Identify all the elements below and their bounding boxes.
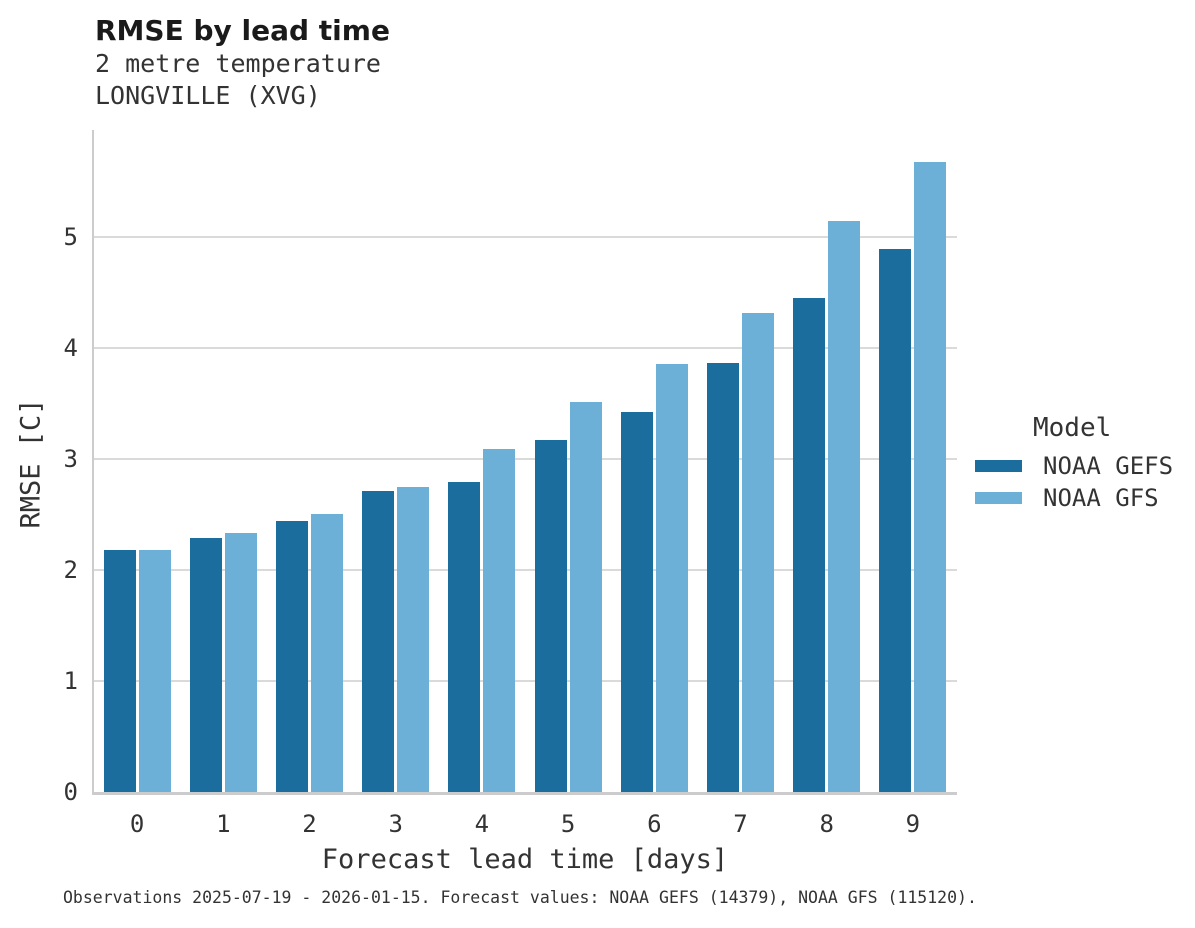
bar-noaa-gefs-day-5 <box>534 439 567 792</box>
bar-group-day-1 <box>180 130 266 792</box>
x-axis-title: Forecast lead time [days] <box>321 844 729 875</box>
legend-label-gfs: NOAA GFS <box>1043 484 1159 512</box>
y-axis-spine <box>92 130 94 795</box>
y-tick-label-3: 3 <box>63 444 78 473</box>
bar-noaa-gfs-day-1 <box>224 533 257 792</box>
gridline-y5 <box>94 235 957 238</box>
x-tick-label-7: 7 <box>733 810 748 838</box>
y-tick-label-5: 5 <box>63 222 78 251</box>
x-tick-label-8: 8 <box>819 810 834 838</box>
bar-group-day-4 <box>439 130 525 792</box>
bar-noaa-gfs-day-0 <box>138 549 171 792</box>
bar-noaa-gefs-day-9 <box>879 248 912 792</box>
y-tick-label-1: 1 <box>63 666 78 695</box>
legend: Model NOAA GEFS NOAA GFS <box>975 412 1190 514</box>
chart-title: RMSE by lead time <box>95 14 390 47</box>
bar-noaa-gfs-day-3 <box>397 486 430 792</box>
bar-noaa-gefs-day-7 <box>706 363 739 792</box>
bar-group-day-2 <box>266 130 352 792</box>
bar-noaa-gefs-day-0 <box>103 549 136 792</box>
title-block: RMSE by lead time 2 metre temperature LO… <box>95 14 390 112</box>
y-axis-ticks: 0 1 2 3 4 5 <box>0 130 80 806</box>
bar-noaa-gefs-day-8 <box>793 297 826 792</box>
bar-noaa-gfs-day-4 <box>483 448 516 792</box>
chart-subtitle: 2 metre temperature <box>95 49 381 78</box>
gridline-y3 <box>94 457 957 460</box>
y-tick-label-2: 2 <box>63 555 78 584</box>
gfs-swatch-icon <box>975 492 1022 504</box>
chart-subtitle-station: LONGVILLE (XVG) <box>95 81 321 110</box>
bar-group-day-7 <box>697 130 783 792</box>
x-tick-label-9: 9 <box>905 810 921 838</box>
bar-noaa-gfs-day-9 <box>914 162 947 792</box>
bar-group-day-5 <box>525 130 611 792</box>
x-tick-label-3: 3 <box>388 810 403 838</box>
x-axis-ticks: 0 1 2 3 4 5 6 7 8 9 <box>94 810 956 842</box>
bar-noaa-gfs-day-2 <box>310 514 343 792</box>
caption: Observations 2025-07-19 - 2026-01-15. Fo… <box>63 888 977 907</box>
y-tick-label-4: 4 <box>63 333 78 362</box>
bar-group-day-3 <box>353 130 439 792</box>
x-tick-label-0: 0 <box>129 810 145 838</box>
gridline-y2 <box>94 568 957 571</box>
gridline-y1 <box>94 679 957 682</box>
bar-group-day-6 <box>611 130 697 792</box>
bar-noaa-gfs-day-7 <box>741 313 774 792</box>
gridline-y4 <box>94 346 957 349</box>
x-tick-label-6: 6 <box>647 810 662 838</box>
bar-noaa-gefs-day-2 <box>275 520 308 792</box>
plot-area <box>92 130 957 795</box>
legend-item-gefs: NOAA GEFS <box>975 450 1190 482</box>
gefs-swatch-icon <box>975 460 1022 472</box>
bar-noaa-gefs-day-3 <box>362 491 395 792</box>
legend-label-gefs: NOAA GEFS <box>1043 452 1174 480</box>
x-tick-label-5: 5 <box>560 810 576 838</box>
x-tick-label-4: 4 <box>474 810 490 838</box>
bar-noaa-gefs-day-4 <box>448 482 481 792</box>
legend-title: Model <box>1033 413 1112 443</box>
bar-noaa-gfs-day-8 <box>828 221 861 792</box>
bar-group-day-8 <box>784 130 870 792</box>
bar-noaa-gefs-day-1 <box>189 537 222 792</box>
bar-noaa-gfs-day-6 <box>655 364 688 792</box>
bar-noaa-gfs-day-5 <box>569 402 602 792</box>
y-tick-label-0: 0 <box>63 778 78 806</box>
bar-group-day-0 <box>94 130 180 792</box>
x-axis-spine <box>92 792 957 795</box>
x-tick-label-1: 1 <box>216 810 231 838</box>
legend-item-gfs: NOAA GFS <box>975 482 1190 514</box>
bar-noaa-gefs-day-6 <box>620 412 653 792</box>
bar-group-day-9 <box>870 130 956 792</box>
x-tick-label-2: 2 <box>302 810 317 838</box>
